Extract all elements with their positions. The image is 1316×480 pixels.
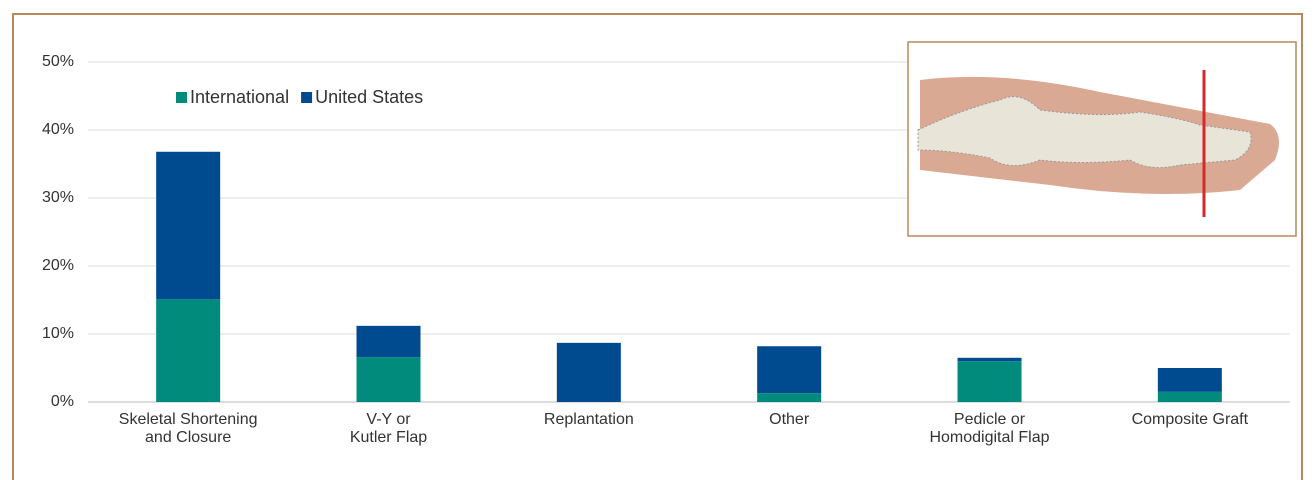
- bar-segment: [1157, 368, 1222, 392]
- finger-illustration: [907, 41, 1297, 237]
- bar-segment: [356, 325, 421, 358]
- frame: [12, 13, 1303, 480]
- bar-segment: [957, 357, 1022, 362]
- bar-segment: [556, 342, 621, 402]
- legend-label: United States: [315, 87, 423, 107]
- y-tick-label: 0%: [51, 393, 74, 410]
- x-tick-label: Replantation: [543, 411, 634, 428]
- y-tick-label: 50%: [42, 53, 74, 70]
- bar-segment: [156, 299, 221, 402]
- bar-segment: [757, 346, 822, 394]
- bar-segment: [1157, 391, 1222, 402]
- bar-segment: [156, 151, 221, 300]
- bar-segment: [356, 357, 421, 402]
- bar-segment: [957, 361, 1022, 402]
- y-tick-label: 10%: [42, 325, 74, 342]
- bar-segment: [757, 393, 822, 402]
- x-tick-label: V-Y or Kutler Flap: [349, 411, 428, 446]
- x-tick-label: Pedicle or Homodigital Flap: [929, 411, 1050, 446]
- x-tick-label: Skeletal Shortening and Closure: [118, 411, 258, 446]
- legend-label: International: [190, 87, 289, 107]
- y-tick-label: 20%: [42, 257, 74, 274]
- y-tick-label: 40%: [42, 121, 74, 138]
- x-tick-label: Other: [769, 411, 810, 428]
- legend-swatch: [301, 92, 313, 103]
- x-tick-label: Composite Graft: [1131, 411, 1249, 428]
- legend-swatch: [176, 92, 187, 103]
- y-tick-label: 30%: [42, 189, 74, 206]
